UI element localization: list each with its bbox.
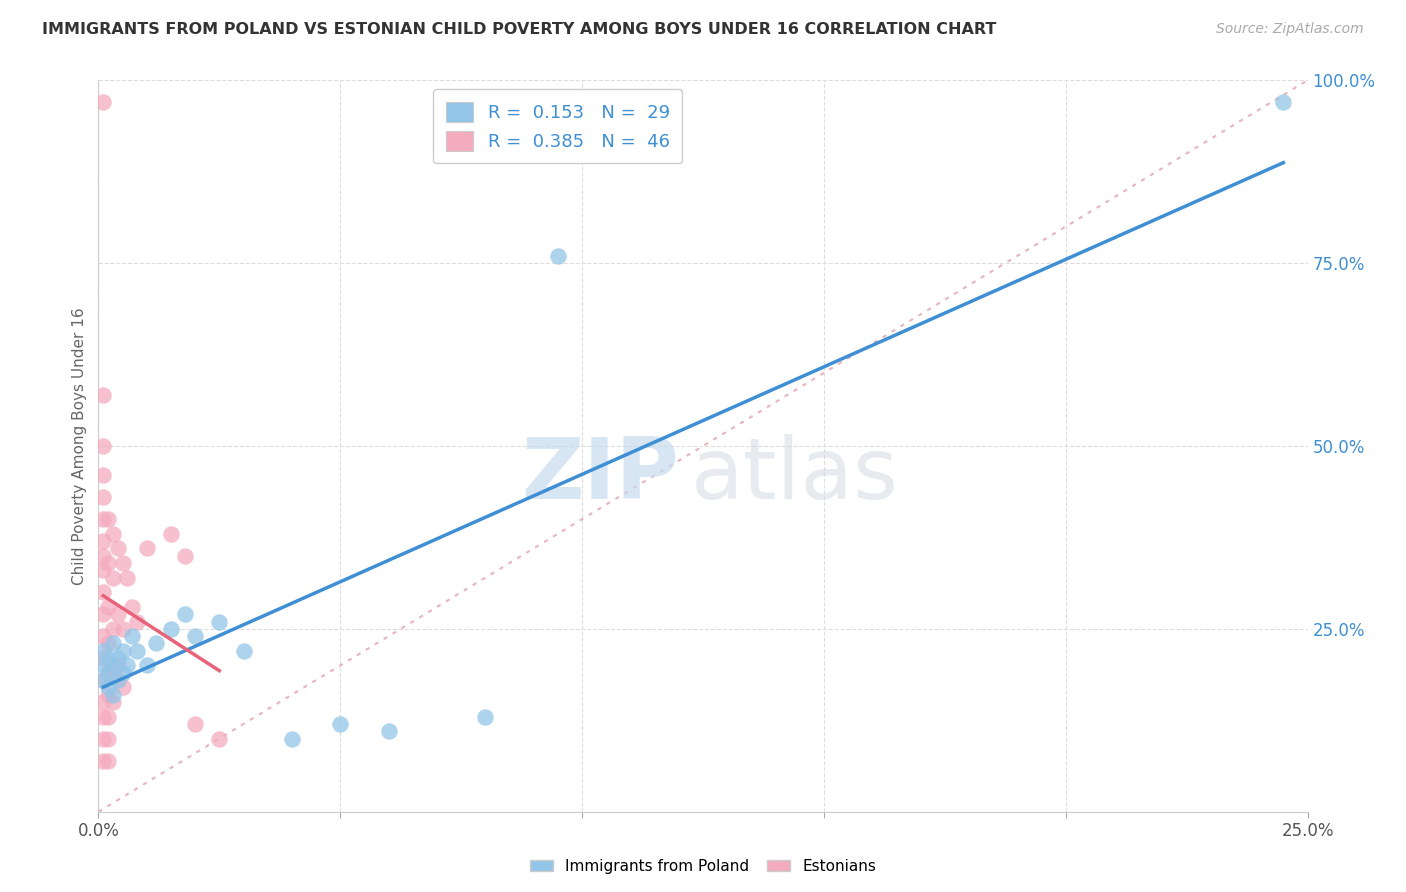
Point: [101, 571, 124, 585]
Point: [117, 658, 139, 673]
Point: [91, 585, 114, 599]
Point: [101, 526, 124, 541]
Point: [184, 717, 207, 731]
Point: [111, 644, 134, 658]
Point: [111, 681, 134, 695]
Point: [1272, 95, 1295, 110]
Point: [135, 658, 157, 673]
Point: [91, 673, 114, 687]
Point: [91, 629, 114, 643]
Point: [107, 651, 129, 665]
Point: [97, 556, 120, 570]
Point: [91, 549, 114, 563]
Point: [97, 651, 120, 665]
Point: [97, 681, 120, 695]
Point: [121, 629, 143, 643]
Point: [91, 673, 114, 687]
Point: [127, 615, 149, 629]
Point: [97, 599, 120, 614]
Point: [474, 709, 496, 723]
Point: [107, 607, 129, 622]
Point: [91, 754, 114, 768]
Point: [91, 651, 114, 665]
Point: [91, 439, 114, 453]
Point: [101, 636, 124, 650]
Point: [117, 571, 139, 585]
Point: [174, 549, 197, 563]
Point: [101, 695, 124, 709]
Point: [91, 644, 114, 658]
Point: [107, 673, 129, 687]
Point: [97, 688, 120, 702]
Point: [91, 468, 114, 483]
Point: [97, 754, 120, 768]
Point: [135, 541, 157, 556]
Point: [91, 607, 114, 622]
Point: [97, 709, 120, 723]
Text: ZIP: ZIP: [522, 434, 679, 516]
Text: IMMIGRANTS FROM POLAND VS ESTONIAN CHILD POVERTY AMONG BOYS UNDER 16 CORRELATION: IMMIGRANTS FROM POLAND VS ESTONIAN CHILD…: [42, 22, 997, 37]
Point: [174, 607, 197, 622]
Point: [101, 665, 124, 680]
Point: [91, 658, 114, 673]
Point: [184, 629, 207, 643]
Point: [208, 615, 231, 629]
Point: [329, 717, 352, 731]
Point: [91, 534, 114, 549]
Point: [97, 665, 120, 680]
Point: [97, 731, 120, 746]
Text: atlas: atlas: [690, 434, 898, 516]
Point: [127, 644, 149, 658]
Point: [107, 541, 129, 556]
Point: [91, 709, 114, 723]
Point: [97, 665, 120, 680]
Point: [208, 731, 231, 746]
Point: [145, 636, 167, 650]
Point: [91, 490, 114, 504]
Point: [111, 622, 134, 636]
Point: [111, 665, 134, 680]
Point: [111, 556, 134, 570]
Point: [91, 512, 114, 526]
Point: [121, 599, 143, 614]
Point: [547, 249, 569, 263]
Point: [91, 388, 114, 402]
Point: [107, 658, 129, 673]
Point: [97, 636, 120, 650]
Point: [91, 695, 114, 709]
Text: Source: ZipAtlas.com: Source: ZipAtlas.com: [1216, 22, 1364, 37]
Point: [101, 658, 124, 673]
Legend: Immigrants from Poland, Estonians: Immigrants from Poland, Estonians: [523, 853, 883, 880]
Point: [97, 512, 120, 526]
Legend: R =  0.153   N =  29, R =  0.385   N =  46: R = 0.153 N = 29, R = 0.385 N = 46: [433, 89, 682, 163]
Point: [101, 622, 124, 636]
Y-axis label: Child Poverty Among Boys Under 16: Child Poverty Among Boys Under 16: [72, 307, 87, 585]
Point: [232, 644, 254, 658]
Point: [91, 731, 114, 746]
Point: [101, 688, 124, 702]
Point: [160, 622, 183, 636]
Point: [377, 724, 399, 739]
Point: [91, 95, 114, 110]
Point: [91, 563, 114, 577]
Point: [281, 731, 304, 746]
Point: [160, 526, 183, 541]
